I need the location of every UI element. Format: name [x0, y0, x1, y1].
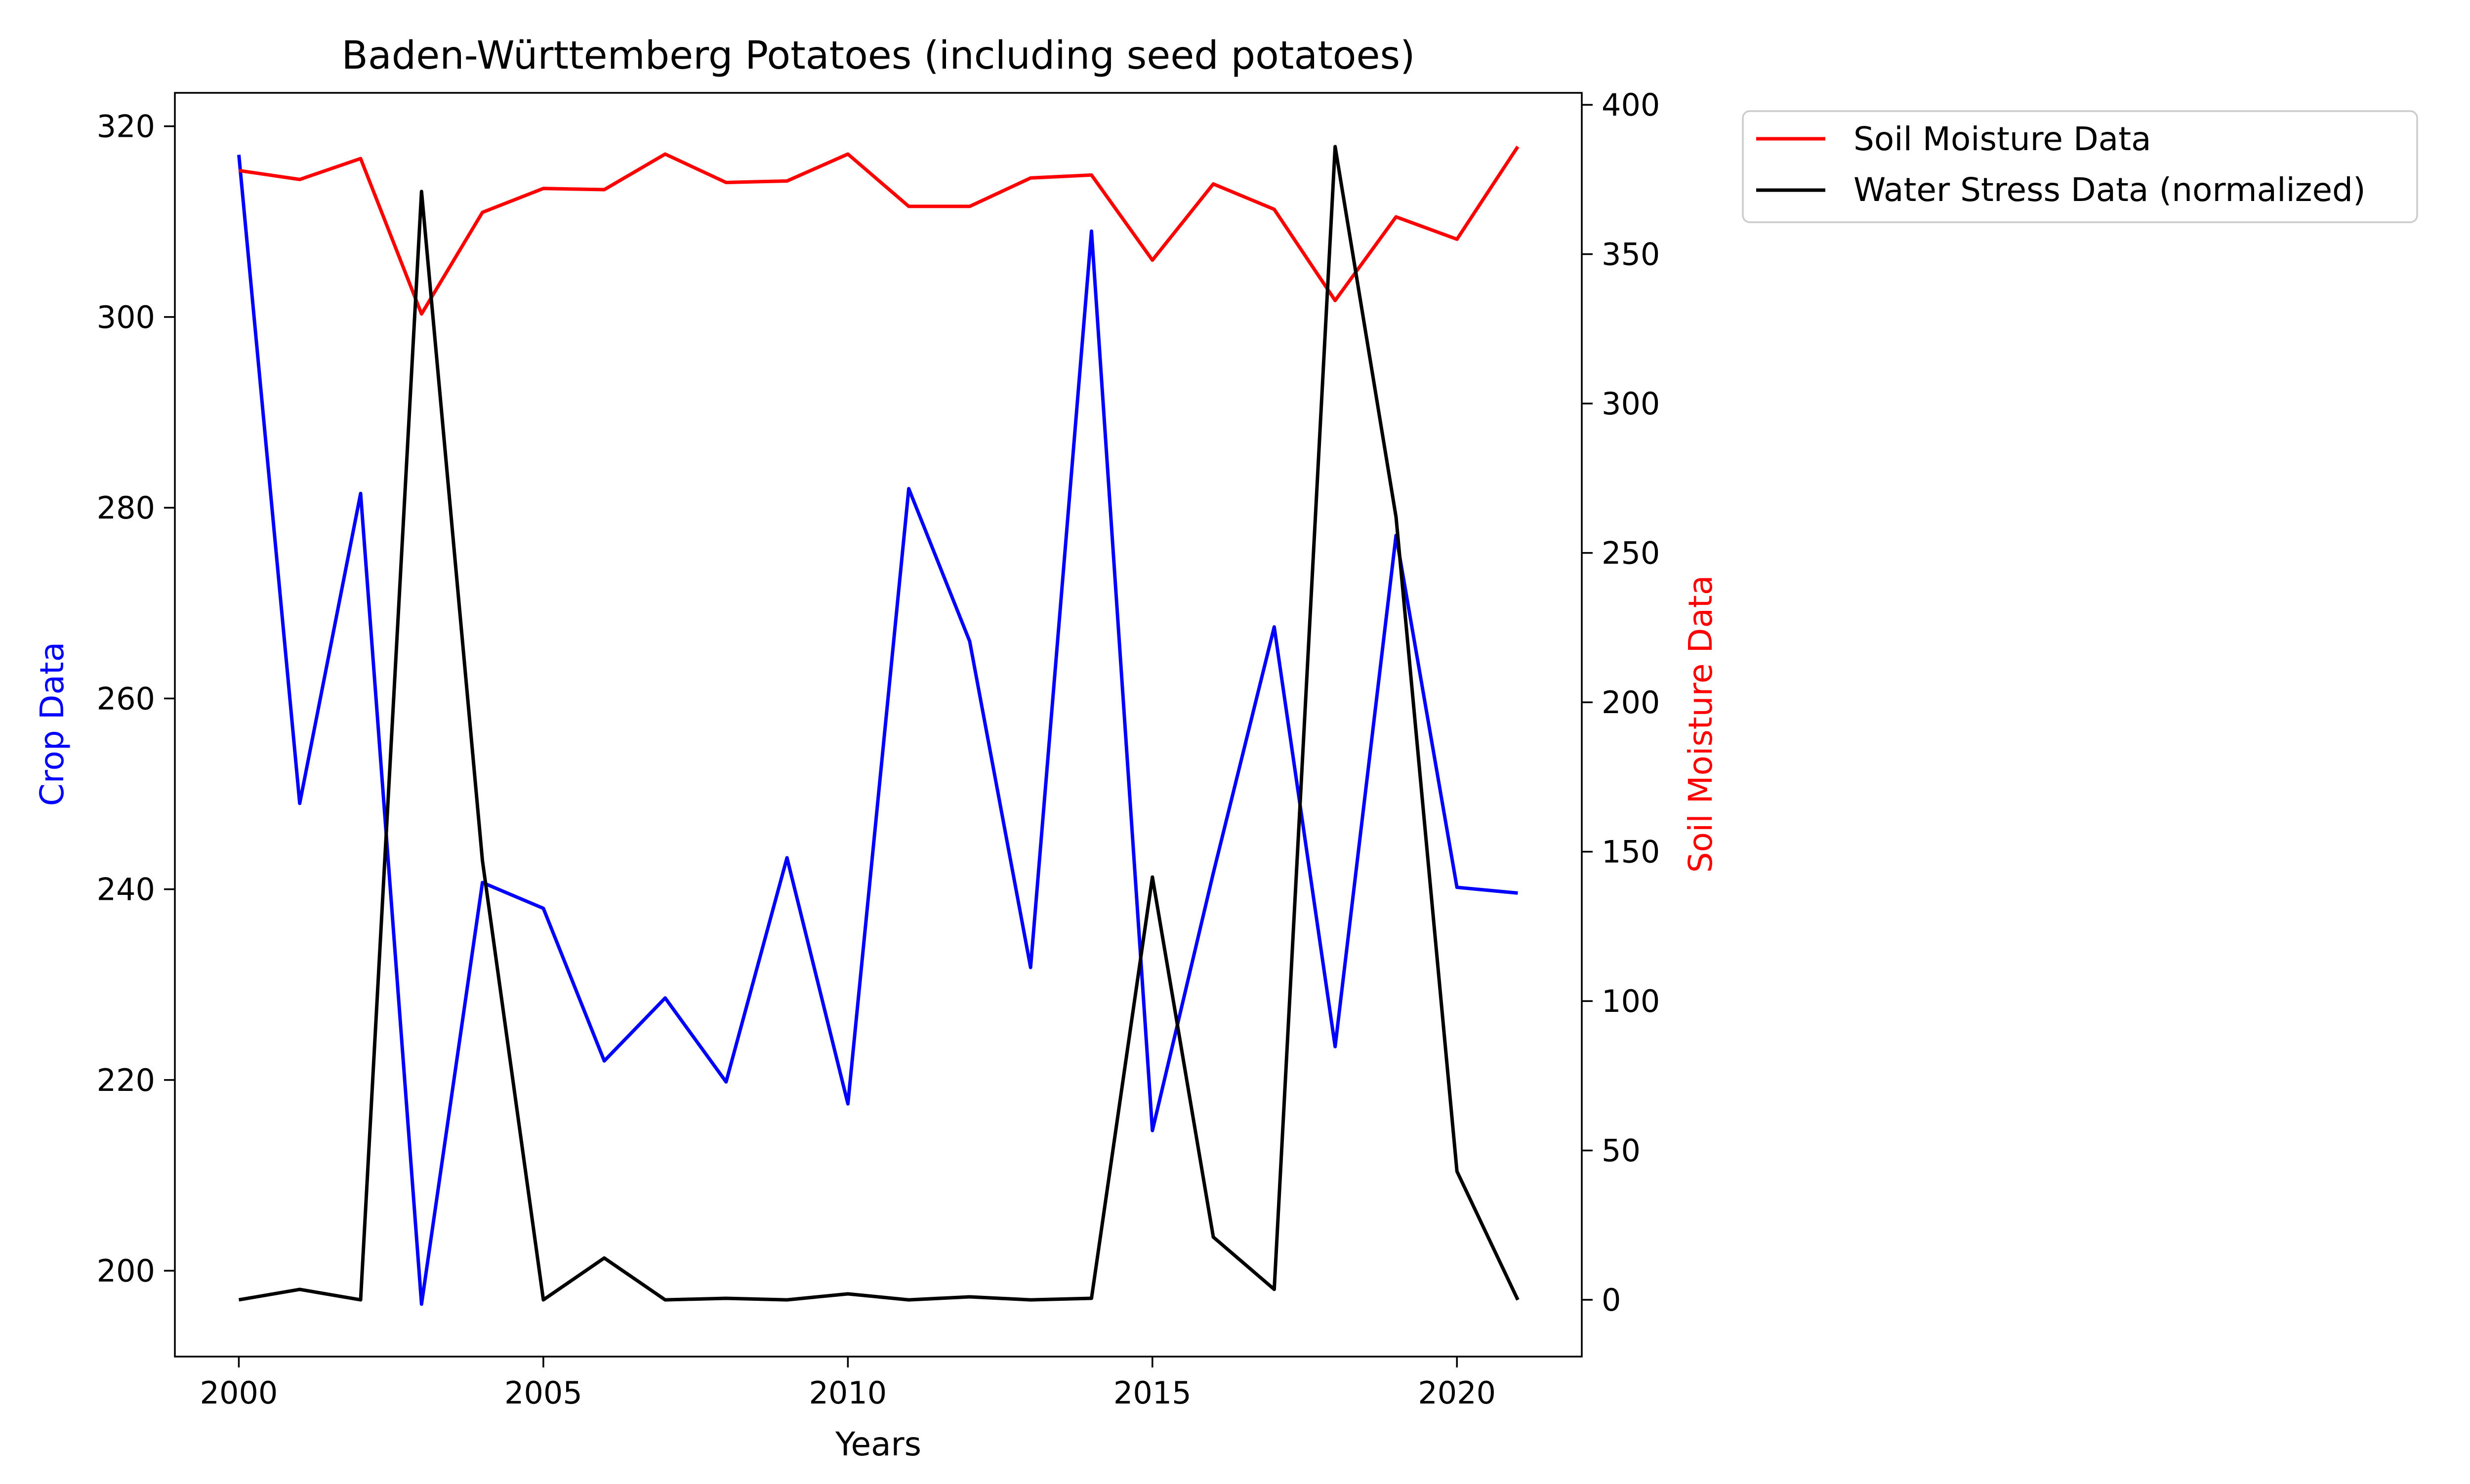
x-tick-label: 2005	[504, 1375, 582, 1411]
y-right-tick-label: 300	[1602, 386, 1660, 422]
y-left-tick-label: 240	[97, 872, 155, 908]
y-right-tick-label: 0	[1602, 1282, 1621, 1318]
soil-series-line	[238, 145, 1520, 316]
y-right-tick-label: 350	[1602, 237, 1660, 273]
x-tick-label: 2000	[200, 1375, 278, 1411]
legend-soil-moisture-label: Soil Moisture Data	[1853, 120, 2151, 158]
y-axis-left-label: Crop Data	[33, 642, 71, 806]
legend-frame	[1742, 110, 2418, 223]
y-left-tick-label: 320	[97, 109, 155, 145]
crop-series-line	[237, 155, 1518, 1306]
y-right-tick-label: 50	[1602, 1133, 1641, 1169]
y-right-tick-label: 150	[1602, 834, 1660, 870]
x-tick-label: 2020	[1418, 1375, 1496, 1411]
y-left-tick-label: 280	[97, 490, 155, 526]
y-right-tick-label: 400	[1602, 87, 1660, 123]
x-axis-label: Years	[835, 1425, 921, 1463]
y-axis-right-label: Soil Moisture Data	[1682, 575, 1720, 873]
series-layer	[237, 145, 1520, 1306]
legend-water-stress-label: Water Stress Data (normalized)	[1853, 171, 2366, 209]
chart-title: Baden-Württemberg Potatoes (including se…	[341, 34, 1415, 78]
y-right-tick-label: 200	[1602, 684, 1660, 721]
x-tick-label: 2010	[809, 1375, 887, 1411]
y-left-tick-label: 220	[97, 1062, 155, 1098]
y-right-tick-label: 100	[1602, 983, 1660, 1019]
x-tick-label: 2015	[1113, 1375, 1192, 1411]
legend: Soil Moisture Data Water Stress Data (no…	[1742, 110, 2418, 223]
y-left-tick-label: 200	[97, 1253, 155, 1289]
y-left-tick-label: 260	[97, 681, 155, 717]
stress-series-line	[238, 145, 1520, 1302]
plot-frame	[174, 92, 1583, 1358]
y-left-tick-label: 300	[97, 299, 155, 335]
y-right-tick-label: 250	[1602, 535, 1660, 571]
plot-area	[175, 93, 1582, 1357]
axes-layer: 2000 2005 2010 2015 202020022024026028030032…	[97, 87, 1660, 1411]
